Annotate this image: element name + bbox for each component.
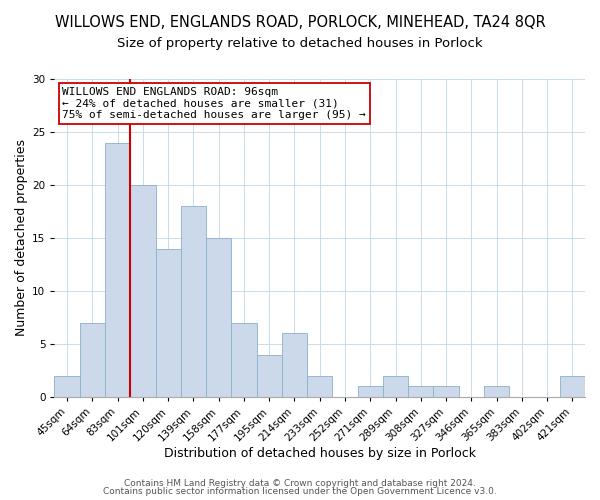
Y-axis label: Number of detached properties: Number of detached properties [15,140,28,336]
Text: WILLOWS END, ENGLANDS ROAD, PORLOCK, MINEHEAD, TA24 8QR: WILLOWS END, ENGLANDS ROAD, PORLOCK, MIN… [55,15,545,30]
Bar [130,185,155,397]
Bar [55,376,80,397]
Text: WILLOWS END ENGLANDS ROAD: 96sqm
← 24% of detached houses are smaller (31)
75% o: WILLOWS END ENGLANDS ROAD: 96sqm ← 24% o… [62,87,366,120]
Text: Contains public sector information licensed under the Open Government Licence v3: Contains public sector information licen… [103,487,497,496]
Bar [206,238,231,397]
Text: Size of property relative to detached houses in Porlock: Size of property relative to detached ho… [117,38,483,51]
Bar [155,248,181,397]
Bar [560,376,585,397]
Bar [307,376,332,397]
Bar [383,376,408,397]
Bar [181,206,206,397]
Bar [484,386,509,397]
Bar [408,386,433,397]
Bar [257,354,282,397]
Bar [80,323,105,397]
Text: Contains HM Land Registry data © Crown copyright and database right 2024.: Contains HM Land Registry data © Crown c… [124,478,476,488]
Bar [358,386,383,397]
X-axis label: Distribution of detached houses by size in Porlock: Distribution of detached houses by size … [164,447,476,460]
Bar [433,386,458,397]
Bar [105,142,130,397]
Bar [282,334,307,397]
Bar [231,323,257,397]
